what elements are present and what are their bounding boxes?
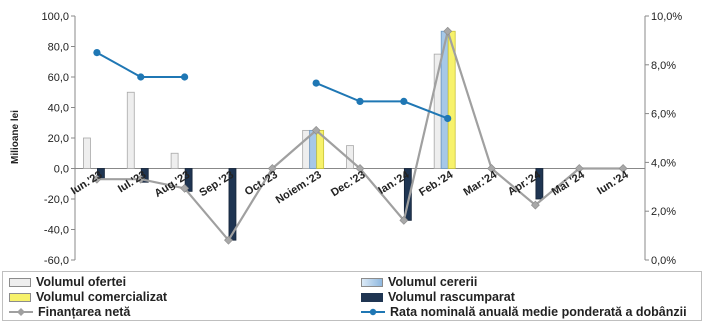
line-rata-dobanzii — [96, 51, 185, 78]
point-rata-dobanzii — [400, 97, 408, 105]
point-rata-dobanzii — [181, 73, 189, 81]
point-rata-dobanzii — [356, 97, 364, 105]
left-tick-label: 100,0 — [41, 11, 69, 23]
point-finantare-neta — [355, 164, 365, 173]
legend-swatch-comercializat — [9, 292, 31, 302]
bar-oferta — [126, 91, 135, 169]
point-finantare-neta — [399, 215, 409, 225]
right-tick-label: 4,0% — [651, 157, 676, 169]
right-tick-label: 0,0% — [651, 255, 676, 267]
right-tick-label: 6,0% — [651, 109, 676, 121]
legend-item-comercializat: Volumul comercializat — [9, 289, 167, 305]
left-tick-label: 20,0 — [48, 133, 69, 145]
legend-swatch-cererea — [361, 277, 383, 287]
bar-rascumparat — [535, 168, 544, 200]
point-rata-dobanzii — [444, 114, 452, 123]
legend-item-finantare: Finanțarea netă — [9, 304, 130, 320]
plot-area: 100,0 80,0 60,0 40,0 20,0 0,0 -20,0 -40,0 -60,0 1… — [41, 11, 682, 267]
left-tick-label: -60,0 — [44, 255, 69, 267]
legend-label-cererea: Volumul cererii — [388, 275, 478, 289]
legend-label-rata: Rata nominală anuală medie ponderată a d… — [390, 305, 687, 319]
point-finantare-neta — [92, 174, 102, 184]
point-finantare-neta — [574, 164, 584, 173]
legend-item-oferta: Volumul ofertei — [9, 274, 126, 290]
legend-swatch-finantare — [9, 307, 33, 317]
legend-item-rascumparat: Volumul rascumparat — [361, 289, 515, 305]
category-label: Oct.'23 — [243, 169, 280, 198]
point-finantare-neta — [267, 164, 277, 173]
right-tick-label: 8,0% — [651, 60, 676, 72]
point-rata-dobanzii — [137, 73, 145, 81]
right-tick-label: 10,0% — [651, 11, 682, 23]
legend-label-finantare: Finanțarea netă — [38, 305, 131, 319]
point-finantare-neta — [530, 200, 540, 210]
bar-oferta — [83, 137, 91, 169]
point-rata-dobanzii — [312, 79, 320, 87]
left-tick-label: 0,0 — [54, 164, 69, 176]
legend-swatch-rata — [361, 307, 385, 317]
point-finantare-neta — [224, 235, 233, 245]
left-tick-label: 60,0 — [48, 72, 69, 84]
legend: Volumul ofertei Volumul cererii Volumul … — [2, 271, 702, 321]
point-finantare-neta — [136, 174, 146, 184]
legend-item-rata: Rata nominală anuală medie ponderată a d… — [361, 304, 687, 320]
right-tick-label: 2,0% — [651, 206, 676, 218]
line-rata-dobanzii — [315, 82, 449, 120]
legend-item-cererea: Volumul cererii — [361, 274, 477, 290]
left-tick-label: 80,0 — [48, 42, 69, 54]
chart: 100,0 80,0 60,0 40,0 20,0 0,0 -20,0 -40,0 -60,0 1… — [10, 11, 682, 267]
category-label: Iun.'23 — [69, 169, 105, 197]
left-tick-label: -20,0 — [44, 194, 69, 206]
category-label: Mar.'24 — [461, 168, 499, 198]
point-finantare-neta — [618, 164, 628, 173]
bar-oferta — [170, 152, 179, 169]
y-axis-label: Milioane lei — [10, 110, 21, 164]
category-label: Dec.'23 — [329, 169, 368, 199]
category-label: Mai '24 — [550, 168, 588, 198]
left-tick-label: -40,0 — [44, 225, 69, 237]
point-finantare-neta — [487, 164, 496, 173]
category-label: Feb.'24 — [417, 168, 456, 198]
point-finantare-neta — [443, 26, 453, 36]
legend-label-oferta: Volumul ofertei — [36, 275, 127, 289]
category-label: Iun.'24 — [595, 168, 631, 197]
legend-swatch-rascumparat — [361, 292, 383, 302]
point-finantare-neta — [311, 125, 321, 135]
point-rata-dobanzii — [93, 49, 101, 57]
category-label: Noiem.'23 — [274, 169, 324, 206]
point-finantare-neta — [180, 183, 190, 193]
line-finantare-neta — [96, 27, 624, 243]
legend-label-comercializat: Volumul comercializat — [36, 290, 168, 304]
legend-label-rascumparat: Volumul rascumparat — [388, 290, 515, 304]
legend-swatch-oferta — [9, 277, 31, 287]
left-tick-label: 40,0 — [48, 103, 69, 115]
